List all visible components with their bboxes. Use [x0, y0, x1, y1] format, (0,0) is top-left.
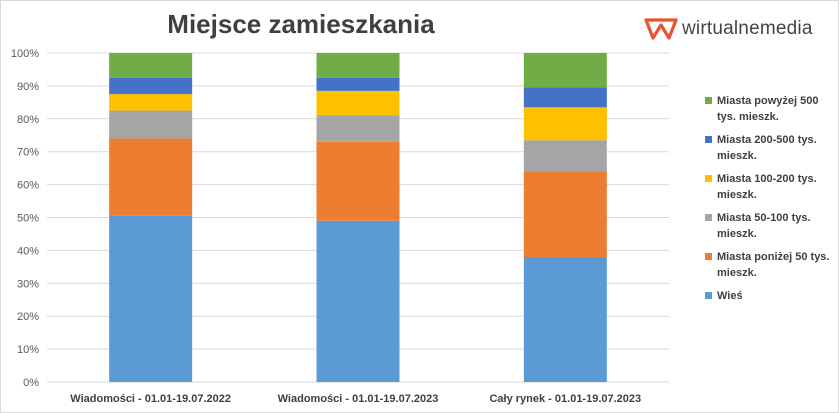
bar-segment [109, 215, 193, 382]
brand-logo: wirtualnemedia [644, 15, 813, 43]
y-tick-label: 70% [17, 147, 39, 159]
bar-segment [523, 140, 607, 172]
x-category-label: Wiadomości - 01.01-19.07.2022 [70, 393, 231, 405]
brand-name: wirtualnemedia [682, 18, 813, 39]
legend-swatch [705, 253, 712, 260]
bar-segment [316, 90, 400, 116]
legend-label: Miasta powyżej 500 tys. mieszk. [717, 95, 819, 123]
legend-label: Miasta 200-500 tys. mieszk. [717, 134, 817, 162]
legend-item: Wieś [705, 288, 835, 304]
legend-swatch [705, 97, 712, 104]
y-tick-label: 90% [17, 81, 39, 93]
stacked-bar-chart: 0% 10% 20% 30% 40% 50% 60% 70% 80% 90% 100% Wiadomo… [11, 48, 669, 405]
bar-segment [316, 220, 400, 382]
legend-item: Miasta 100-200 tys. mieszk. [705, 171, 835, 203]
bar-segment [523, 53, 607, 88]
y-tick-label: 20% [17, 311, 39, 323]
legend-item: Miasta 50-100 tys. mieszk. [705, 210, 835, 242]
bar-segment [523, 87, 607, 108]
bar-segment [316, 77, 400, 91]
legend-item: Miasta 200-500 tys. mieszk. [705, 132, 835, 164]
bar-segment [523, 107, 607, 141]
legend-swatch [705, 292, 712, 299]
x-category-label: Cały rynek - 01.01-19.07.2023 [489, 393, 641, 405]
bar-segment [109, 94, 193, 111]
y-tick-label: 0% [23, 377, 39, 389]
legend-label: Miasta 50-100 tys. mieszk. [717, 212, 811, 240]
y-tick-label: 60% [17, 180, 39, 192]
y-tick-label: 100% [11, 48, 39, 60]
legend-item: Miasta poniżej 50 tys. mieszk. [705, 249, 835, 281]
bar-segment [316, 53, 400, 78]
y-tick-label: 50% [17, 213, 39, 225]
chart-legend: Miasta powyżej 500 tys. mieszk. Miasta 20… [705, 93, 835, 311]
wm-logo-icon [644, 18, 678, 40]
legend-swatch [705, 136, 712, 143]
bar-segment [109, 53, 193, 78]
bar-segment [316, 141, 400, 221]
bar-segment [109, 110, 193, 139]
bar-segment [316, 115, 400, 142]
legend-swatch [705, 175, 712, 182]
y-tick-label: 30% [17, 278, 39, 290]
bar-segment [523, 171, 607, 257]
bar-segment [523, 256, 607, 382]
y-tick-label: 40% [17, 245, 39, 257]
y-tick-label: 10% [17, 344, 39, 356]
legend-swatch [705, 214, 712, 221]
legend-label: Miasta poniżej 50 tys. mieszk. [717, 251, 830, 279]
bar-segment [109, 138, 193, 216]
x-category-label: Wiadomości - 01.01-19.07.2023 [278, 393, 439, 405]
bar-segment [109, 77, 193, 95]
legend-item: Miasta powyżej 500 tys. mieszk. [705, 93, 835, 125]
legend-label: Wieś [717, 290, 743, 302]
y-tick-label: 80% [17, 114, 39, 126]
chart-title: Miejsce zamieszkania [167, 9, 435, 39]
legend-label: Miasta 100-200 tys. mieszk. [717, 173, 817, 201]
